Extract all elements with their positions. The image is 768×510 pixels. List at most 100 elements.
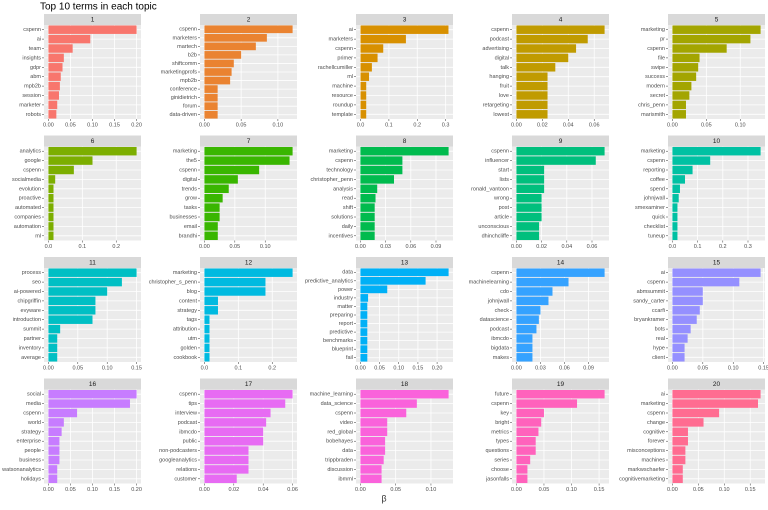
y-tick-label: talk [500,65,509,71]
bar [48,474,58,484]
x-tick-label: 0.00 [511,487,522,493]
y-tick-label: roundup [333,102,353,108]
y-tick-label: lists [500,177,510,183]
bar [516,436,536,446]
bar [672,296,703,306]
x-tick-label: 0.00 [199,122,210,128]
x-axis-label: β [381,493,386,503]
bar [672,146,761,156]
y-tick-label: bots [655,327,666,333]
x-tick-label: 0.1 [694,244,702,250]
y-tick-label: content [179,298,198,304]
bar [48,156,93,165]
bar [48,268,137,277]
y-tick-label: jasonfalls [485,476,509,482]
y-tick-label: discussion [327,467,353,473]
y-tick-label: machine [332,84,353,90]
bar [204,446,249,455]
y-tick-label: evyware [21,308,41,314]
y-tick-label: predictive_analytics [305,278,353,284]
bar [672,389,761,399]
bar [672,315,697,324]
x-tick-label: 0.00 [199,244,210,250]
strip [668,135,765,147]
strip [356,14,453,25]
y-tick-label: sandy_carter [633,298,665,304]
bar [516,203,542,212]
bar [360,146,449,156]
y-tick-label: data-driven [169,112,197,118]
y-tick-label: cognitive [643,429,665,435]
y-tick-label: types [496,439,509,445]
y-tick-label: podcast [490,37,510,43]
bar [672,72,697,81]
bar [672,53,700,63]
bar [204,324,210,334]
y-tick-label: article [494,214,509,220]
y-tick-label: marketer [19,102,41,108]
panel-title: 15 [713,260,721,267]
bar [360,212,375,222]
x-tick-label: 0.06 [589,122,600,128]
bar [360,222,375,231]
y-tick-label: proactive [19,196,41,202]
bar [672,334,688,343]
bar [204,76,231,85]
y-tick-label: fail [346,355,353,361]
bar [672,324,691,334]
y-tick-label: trippbraden [325,457,353,463]
y-tick-label: smexaminer [635,205,665,211]
bar [516,446,536,455]
x-tick-label: 0.06 [405,244,416,250]
y-tick-label: automated [15,205,41,211]
bar [360,294,369,302]
bar [204,418,267,427]
x-tick-label: 0.1 [385,122,393,128]
x-tick-label: 0.20 [131,487,142,493]
panel-title: 18 [401,381,409,388]
bar [360,268,449,277]
panel-title: 7 [247,138,251,145]
x-tick-label: 0.04 [563,122,574,128]
y-tick-label: start [498,167,509,173]
y-tick-label: marketers [329,37,354,43]
y-tick-label: ibmcdo [179,429,197,435]
bar [516,81,548,91]
y-tick-label: partner [24,336,42,342]
x-tick-label: 0.09 [583,365,594,371]
y-tick-label: misconceptions [627,448,665,454]
x-tick-label: 0.3 [442,122,450,128]
bar [48,436,60,446]
strip [44,257,141,268]
y-tick-label: social [27,392,41,398]
x-tick-label: 0.20 [432,365,443,371]
y-tick-label: real [656,336,665,342]
x-tick-label: 0.05 [65,122,76,128]
y-tick-label: data [342,448,354,454]
panel-title: 14 [557,260,565,267]
x-tick-label: 0.00 [43,365,54,371]
bar [360,474,382,484]
y-tick-label: marketing [173,270,197,276]
x-tick-label: 0.00 [43,122,54,128]
x-tick-label: 0.05 [693,487,704,493]
panel-title: 20 [713,381,721,388]
y-tick-label: non-podcasters [159,448,197,454]
x-tick-label: 0.10 [566,487,577,493]
y-tick-label: automation [14,224,41,230]
y-tick-label: podcast [178,420,198,426]
x-tick-label: 0.10 [87,487,98,493]
y-tick-label: attribution [173,327,197,333]
y-tick-label: golden [180,345,197,351]
y-tick-label: grow [185,196,197,202]
panel-title: 19 [557,381,565,388]
y-tick-label: the5 [186,158,197,164]
y-tick-label: cspenn [179,27,197,33]
bar [672,287,703,296]
y-tick-label: gdpr [30,65,41,71]
x-tick-label: 0.00 [355,487,366,493]
y-tick-label: checklist [644,224,666,230]
y-tick-label: coffee [650,177,665,183]
y-tick-label: shiftcomm [172,61,197,67]
bar [360,91,367,100]
